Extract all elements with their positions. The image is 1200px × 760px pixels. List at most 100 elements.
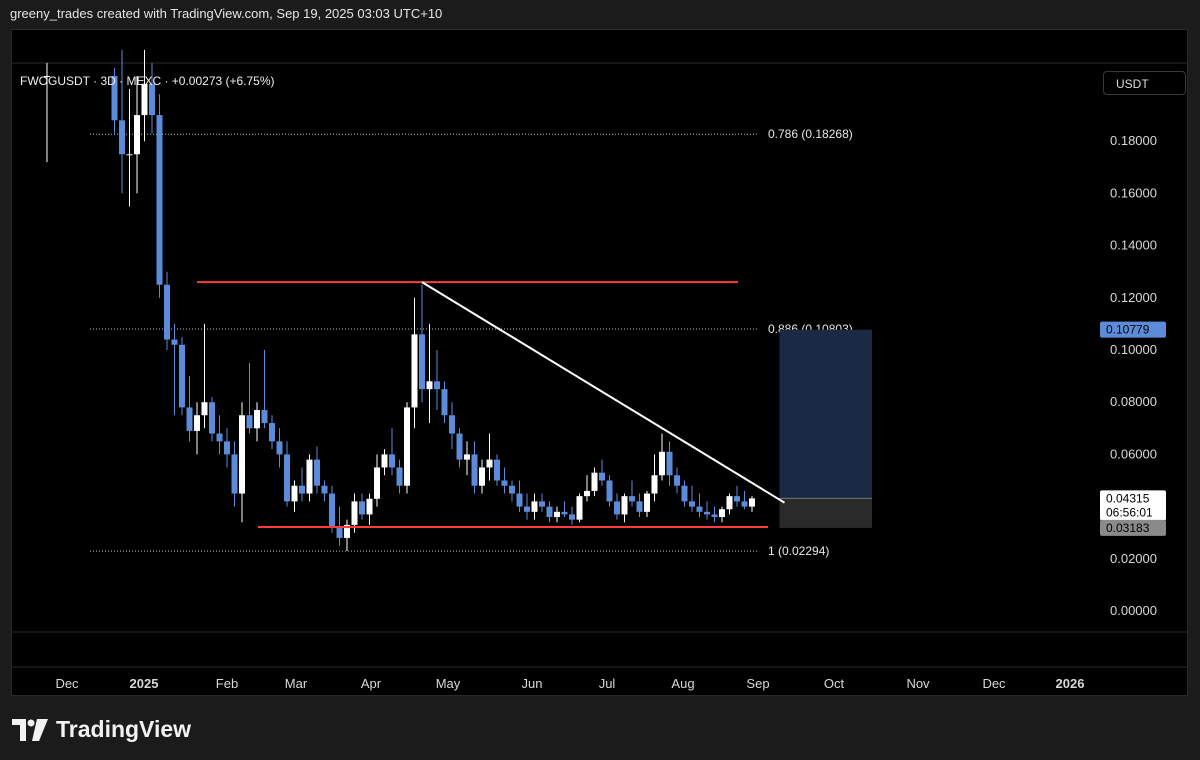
candles — [44, 49, 755, 551]
axis-lines — [11, 62, 1188, 668]
candle-body-down — [516, 493, 523, 507]
price-axis-label: 0.08000 — [1110, 394, 1157, 409]
candle-body-up — [584, 490, 590, 497]
candle-body-down — [599, 472, 605, 481]
stop-price-tag — [1100, 519, 1166, 536]
candle-body-down — [231, 454, 238, 494]
chart-frame[interactable] — [11, 29, 1188, 696]
candle-body-up — [194, 415, 200, 431]
candle-body-up — [726, 496, 733, 510]
candle-body-down — [269, 423, 275, 442]
candle-body-down — [276, 441, 283, 455]
symbol-legend: FWOGUSDT · 3D · MEXC · +0.00273 (+6.75%) — [20, 74, 275, 88]
time-axis-label: Mar — [285, 676, 308, 691]
tradingview-logo[interactable]: TradingView — [12, 716, 191, 743]
candle-body-down — [494, 459, 500, 481]
candle-body-down — [741, 501, 748, 507]
candle-body-down — [164, 284, 170, 340]
time-axis-label: Dec — [55, 676, 79, 691]
candle-body-up — [404, 407, 410, 486]
candle-body-up — [381, 454, 388, 468]
candle-body-down — [681, 485, 688, 502]
time-axis-label: Jul — [599, 676, 616, 691]
price-axis: 0.18000 0.16000 0.14000 0.12000 0.10000 0.080… — [1110, 133, 1157, 618]
candle-body-down — [179, 344, 185, 408]
candle-body-down — [696, 506, 703, 512]
time-axis-label: Apr — [361, 676, 382, 691]
candle-body-up — [254, 410, 260, 429]
price-axis-label: 0.00000 — [1110, 603, 1157, 618]
price-axis-label: 0.12000 — [1110, 290, 1157, 305]
candle-body-up — [426, 381, 433, 390]
candle-body-down — [456, 433, 463, 460]
target-price-tag — [1100, 321, 1166, 338]
price-axis-label: 0.10000 — [1110, 342, 1157, 357]
price-axis-label: 0.02000 — [1110, 551, 1157, 566]
candle-body-down — [396, 467, 403, 486]
candle-body-up — [351, 501, 358, 525]
time-axis-label: May — [436, 676, 461, 691]
fib-level-label: 1 (0.02294) — [768, 544, 829, 558]
time-axis-label: Nov — [906, 676, 930, 691]
candle-body-down — [419, 334, 425, 390]
candle-body-down — [321, 485, 328, 494]
candle-body-down — [704, 511, 710, 515]
current-price-label: 0.04315 — [1106, 491, 1150, 505]
candle-body-down — [524, 506, 530, 512]
price-axis-label: 0.18000 — [1110, 133, 1157, 148]
price-axis-label: 0.16000 — [1110, 185, 1157, 200]
candle-body-down — [441, 389, 448, 416]
chart-attribution: greeny_trades created with TradingView.c… — [10, 6, 443, 21]
candle-body-up — [411, 334, 418, 408]
candle-body-up — [141, 83, 148, 116]
candle-body-up — [239, 415, 245, 494]
candle-body-down — [156, 115, 163, 285]
price-axis-label: 0.14000 — [1110, 238, 1157, 253]
candle-body-down — [111, 75, 118, 121]
candle-body-up — [576, 496, 583, 520]
time-axis-label: Dec — [982, 676, 1006, 691]
candle-body-down — [614, 501, 620, 515]
candle-body-down — [314, 459, 320, 486]
candle-body-down — [209, 402, 215, 434]
candle-body-down — [711, 514, 718, 518]
time-axis-label: Feb — [216, 676, 238, 691]
candle-body-up — [374, 467, 380, 499]
target-price-label: 0.10779 — [1106, 323, 1150, 337]
candle-body-down — [389, 454, 395, 468]
candle-body-down — [284, 454, 290, 502]
candle-body-down — [261, 410, 268, 424]
time-axis-label: 2025 — [130, 676, 159, 691]
candle-body-down — [449, 415, 455, 434]
candle-body-up — [554, 511, 560, 518]
position-boxes — [779, 329, 872, 528]
candle-body-down — [216, 433, 223, 442]
candle-body-up — [651, 475, 658, 494]
candle-body-down — [546, 506, 553, 518]
candle-body-down — [246, 415, 253, 429]
descending-trendline — [421, 281, 786, 504]
time-axis-label: 2026 — [1056, 676, 1085, 691]
candle-body-down — [336, 527, 343, 538]
time-axis-label: Jun — [522, 676, 543, 691]
candle-body-up — [644, 493, 650, 512]
candle-body-down — [569, 514, 575, 520]
tradingview-logo-icon — [12, 718, 48, 741]
time-axis-label: Aug — [671, 676, 694, 691]
candle-body-up — [44, 75, 50, 77]
candle-body-down — [509, 485, 515, 494]
time-axis-label: Oct — [824, 676, 845, 691]
stop-zone — [779, 498, 872, 528]
candle-body-up — [749, 498, 755, 507]
fib-level-label: 0.786 (0.18268) — [768, 127, 853, 141]
drawn-lines — [197, 281, 786, 528]
candle-body-up — [291, 485, 298, 502]
currency-button[interactable]: USDT — [1103, 71, 1186, 95]
candle-body-down — [329, 493, 335, 528]
current-price-tag — [1100, 490, 1166, 521]
candle-body-down — [186, 407, 193, 431]
price-chart[interactable]: 0.786 (0.18268)0.886 (0.10803)1 (0.02294… — [0, 0, 1200, 700]
candle-body-up — [344, 524, 350, 538]
candle-body-down — [224, 441, 230, 455]
